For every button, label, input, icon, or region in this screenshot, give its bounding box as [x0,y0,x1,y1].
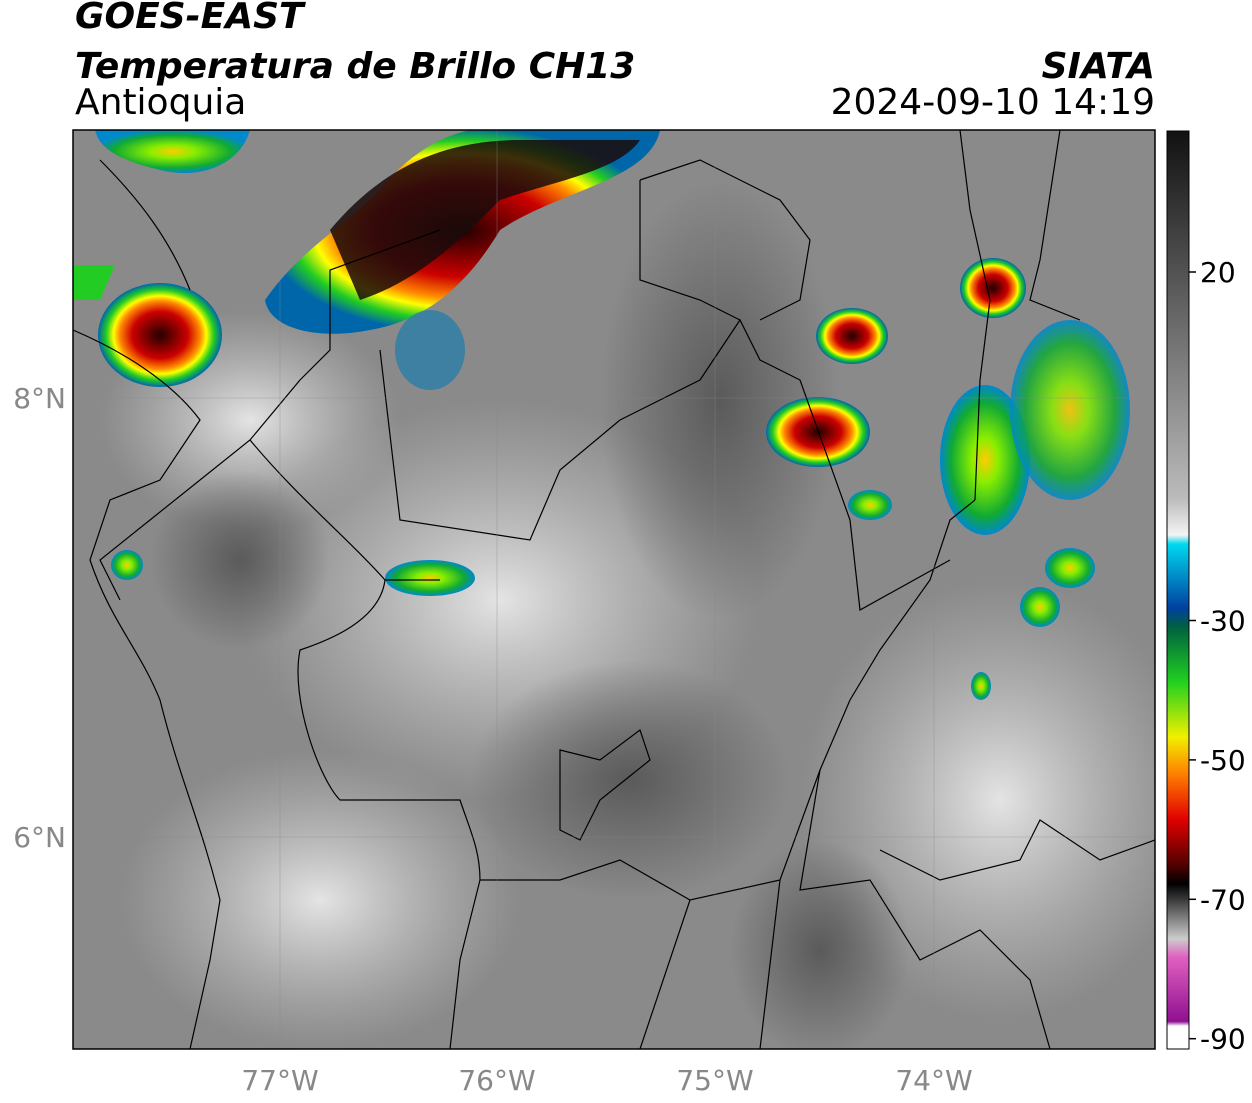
colorbar-ticks: 20 -30 -50 -70 -90 [1189,256,1246,1056]
source: SIATA [1042,46,1155,87]
title: Temperatura de Brillo CH13 [75,46,635,87]
lon-label: 75°W [676,1064,753,1097]
colorbar-tick-label: -70 [1200,883,1246,916]
datetime: 2024-09-10 14:19 [831,82,1155,123]
lon-label: 77°W [241,1064,318,1097]
lat-label: 8°N [13,382,66,415]
lat-label: 6°N [13,821,66,854]
colorbar-tick-label: 20 [1200,256,1236,289]
colorbar [1166,130,1190,1050]
colorbar-tick-label: -90 [1200,1023,1246,1056]
colorbar-tick-label: -30 [1200,605,1246,638]
title-line: GOES-EAST [75,0,306,37]
region: Antioquia [75,82,246,123]
lon-label: 74°W [895,1064,972,1097]
colorbar-tick-label: -50 [1200,744,1246,777]
satellite-image [73,130,1155,1049]
lon-label: 76°W [458,1064,535,1097]
map-frame [72,129,1156,1050]
